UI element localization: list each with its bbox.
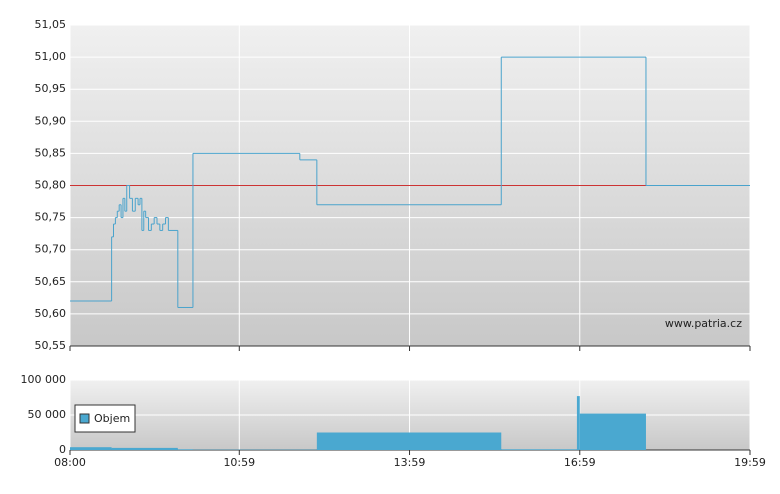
volume-bar xyxy=(580,414,646,450)
legend-swatch xyxy=(80,414,89,423)
y-tick-label: 100 000 xyxy=(21,373,67,386)
y-tick-label: 50,75 xyxy=(35,211,67,224)
x-tick-label: 13:59 xyxy=(394,456,426,469)
volume-bar xyxy=(178,449,193,450)
volume-bar xyxy=(70,447,112,450)
y-tick-label: 0 xyxy=(59,443,66,456)
y-tick-label: 51,00 xyxy=(35,50,67,63)
y-tick-label: 50,85 xyxy=(35,146,67,159)
volume-bar xyxy=(317,433,501,451)
y-tick-label: 50,60 xyxy=(35,307,67,320)
y-tick-label: 50,80 xyxy=(35,179,67,192)
y-tick-label: 50,65 xyxy=(35,275,67,288)
x-tick-label: 10:59 xyxy=(223,456,255,469)
x-tick-label: 08:00 xyxy=(54,456,86,469)
volume-bar xyxy=(112,448,178,450)
y-tick-label: 50,95 xyxy=(35,82,67,95)
y-tick-label: 51,05 xyxy=(35,18,67,31)
volume-bar xyxy=(501,449,577,450)
watermark: www.patria.cz xyxy=(665,317,742,330)
y-tick-label: 50,90 xyxy=(35,114,67,127)
legend-label: Objem xyxy=(94,412,130,425)
volume-bar xyxy=(577,396,580,450)
x-tick-label: 19:59 xyxy=(734,456,766,469)
y-tick-label: 50,55 xyxy=(35,339,67,352)
y-tick-label: 50,70 xyxy=(35,243,67,256)
x-tick-label: 16:59 xyxy=(564,456,596,469)
y-tick-label: 50 000 xyxy=(28,408,67,421)
